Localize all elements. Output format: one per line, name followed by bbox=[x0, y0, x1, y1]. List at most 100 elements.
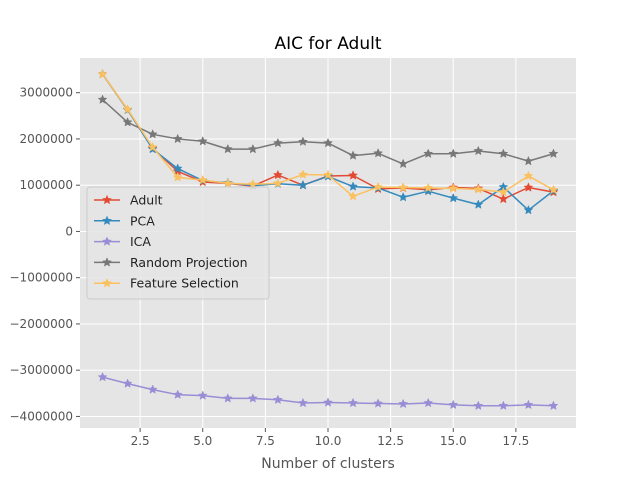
data-point-random-projection bbox=[348, 150, 359, 160]
data-point-random-projection bbox=[147, 129, 158, 139]
data-point-random-projection bbox=[323, 137, 333, 148]
data-point-random-projection bbox=[172, 133, 183, 144]
data-point-ica bbox=[97, 371, 108, 382]
data-point-pca bbox=[398, 191, 409, 202]
legend-swatch-marker bbox=[102, 194, 112, 205]
legend-label: PCA bbox=[130, 213, 155, 228]
data-point-ica bbox=[423, 397, 434, 408]
data-point-ica bbox=[272, 394, 283, 405]
x-axis-label: Number of clusters bbox=[261, 456, 395, 472]
legend: Adult PCA ICA Random Projection Feature Sele… bbox=[86, 186, 270, 300]
data-point-feature-selection bbox=[323, 169, 333, 180]
y-tick-label: −2000000 bbox=[10, 317, 74, 331]
legend-box bbox=[86, 186, 270, 300]
legend-swatch-marker bbox=[102, 236, 112, 246]
data-point-ica bbox=[297, 397, 308, 408]
y-tick-labels: −4000000 −3000000 −2000000 −1000000 0 1000000… bbox=[10, 86, 80, 423]
x-tick-label: 12.5 bbox=[377, 434, 404, 448]
data-point-random-projection bbox=[297, 136, 308, 146]
data-point-random-projection bbox=[197, 135, 208, 146]
y-tick-label: −3000000 bbox=[10, 363, 74, 377]
data-point-ica bbox=[373, 398, 384, 408]
legend-label: Random Projection bbox=[130, 255, 248, 270]
data-point-random-projection bbox=[97, 94, 108, 104]
data-point-ica bbox=[197, 390, 208, 400]
data-point-adult bbox=[523, 182, 534, 192]
data-point-adult bbox=[498, 193, 509, 204]
data-point-feature-selection bbox=[247, 179, 258, 189]
data-point-feature-selection bbox=[498, 186, 509, 197]
legend-swatch-marker bbox=[102, 215, 112, 226]
data-point-random-projection bbox=[398, 158, 409, 169]
data-point-adult bbox=[272, 169, 283, 180]
data-point-feature-selection bbox=[523, 170, 534, 181]
data-point-ica bbox=[147, 384, 158, 394]
data-point-feature-selection bbox=[423, 182, 434, 193]
legend-item-ica: ICA bbox=[94, 234, 151, 249]
y-tick-label: −4000000 bbox=[10, 409, 74, 423]
data-point-random-projection bbox=[222, 143, 233, 154]
data-point-feature-selection bbox=[348, 191, 359, 201]
data-point-adult bbox=[348, 170, 359, 180]
legend-swatch-marker bbox=[102, 277, 112, 288]
data-point-pca bbox=[348, 181, 359, 191]
data-point-pca bbox=[172, 163, 183, 173]
data-point-feature-selection bbox=[398, 182, 409, 192]
data-point-feature-selection bbox=[272, 178, 283, 188]
data-point-random-projection bbox=[498, 148, 509, 158]
x-tick-label: 5.0 bbox=[193, 434, 212, 448]
data-point-pca bbox=[297, 179, 308, 190]
data-point-feature-selection bbox=[373, 181, 384, 192]
data-point-ica bbox=[548, 400, 559, 411]
x-tick-label: 7.5 bbox=[256, 434, 275, 448]
data-point-feature-selection bbox=[122, 104, 133, 114]
data-point-random-projection bbox=[548, 148, 559, 158]
y-tick-label: 2000000 bbox=[20, 132, 73, 146]
data-point-pca bbox=[423, 185, 434, 196]
series-random-projection bbox=[97, 94, 559, 169]
y-tick-label: 1000000 bbox=[20, 178, 73, 192]
data-point-random-projection bbox=[423, 148, 434, 158]
data-point-ica bbox=[473, 400, 484, 411]
data-point-random-projection bbox=[473, 145, 484, 156]
data-point-random-projection bbox=[373, 148, 384, 158]
x-tick-label: 17.5 bbox=[503, 434, 530, 448]
legend-item-feature-selection: Feature Selection bbox=[94, 276, 239, 291]
data-point-ica bbox=[323, 397, 333, 407]
data-point-ica bbox=[398, 398, 409, 409]
data-point-random-projection bbox=[272, 137, 283, 148]
grid bbox=[80, 58, 576, 428]
data-point-feature-selection bbox=[297, 169, 308, 179]
x-tick-label: 15.0 bbox=[440, 434, 467, 448]
chart-title: AIC for Adult bbox=[275, 34, 382, 54]
x-tick-label: 10.0 bbox=[315, 434, 342, 448]
data-point-feature-selection bbox=[548, 184, 559, 195]
y-tick-label: −1000000 bbox=[10, 271, 74, 285]
data-point-ica bbox=[448, 399, 459, 410]
data-point-ica bbox=[523, 399, 534, 410]
y-tick-label: 3000000 bbox=[20, 86, 73, 100]
data-point-feature-selection bbox=[222, 178, 233, 188]
series-feature-selection bbox=[97, 68, 559, 201]
data-point-feature-selection bbox=[147, 142, 158, 152]
data-point-feature-selection bbox=[197, 174, 208, 185]
x-tick-labels: 2.5 5.0 7.5 10.0 12.5 15.0 17.5 bbox=[131, 428, 530, 448]
data-point-ica bbox=[247, 393, 258, 403]
data-point-feature-selection bbox=[473, 184, 484, 194]
data-point-ica bbox=[498, 400, 509, 411]
data-point-random-projection bbox=[523, 155, 534, 166]
data-point-ica bbox=[172, 389, 183, 399]
data-point-random-projection bbox=[247, 143, 258, 154]
data-point-ica bbox=[222, 393, 233, 403]
y-tick-label: 0 bbox=[65, 224, 73, 238]
data-point-ica bbox=[348, 397, 359, 408]
legend-swatch-marker bbox=[102, 257, 112, 267]
legend-item-pca: PCA bbox=[94, 213, 155, 228]
data-point-feature-selection bbox=[448, 183, 459, 193]
data-point-pca bbox=[448, 192, 459, 203]
legend-label: Feature Selection bbox=[130, 276, 239, 291]
data-point-feature-selection bbox=[97, 68, 108, 79]
series-layer bbox=[97, 68, 559, 411]
data-point-pca bbox=[473, 199, 484, 209]
